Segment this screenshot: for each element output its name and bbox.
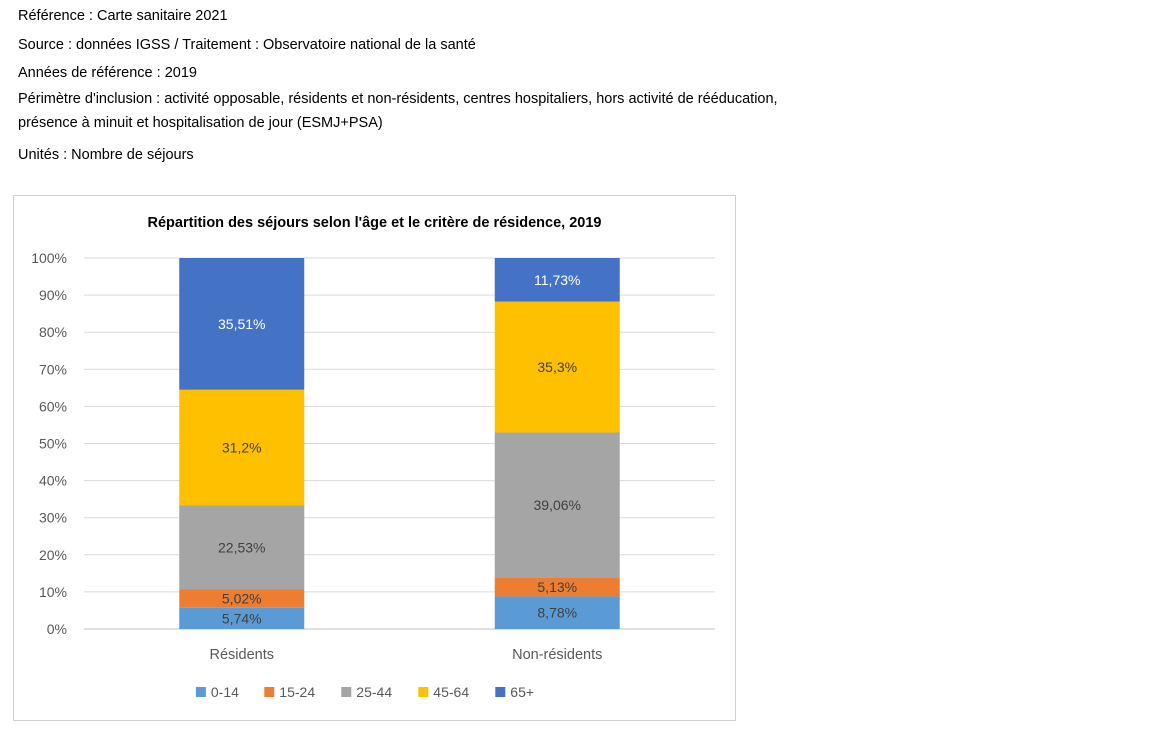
bar-segment — [179, 258, 305, 390]
y-tick-label: 30% — [39, 510, 67, 526]
x-category-label: Résidents — [210, 647, 274, 663]
bar-segment — [494, 577, 620, 597]
data-label: 11,73% — [534, 272, 580, 288]
bar-segment — [179, 505, 305, 590]
source-text: Source : données IGSS / Traitement : Obs… — [18, 37, 476, 53]
bar-segment — [494, 258, 620, 302]
legend-swatch — [418, 687, 429, 697]
data-label: 35,3% — [537, 359, 577, 375]
bar-segment — [494, 432, 620, 578]
y-tick-label: 100% — [31, 250, 67, 266]
legend-label: 15-24 — [279, 684, 315, 700]
data-label: 5,02% — [222, 590, 262, 606]
legend-swatch — [195, 687, 206, 697]
y-tick-label: 50% — [39, 436, 67, 452]
legend-label: 65+ — [510, 684, 534, 700]
reference-years-text: Années de référence : 2019 — [18, 65, 197, 81]
data-label: 8,78% — [537, 605, 577, 621]
y-tick-label: 90% — [39, 287, 67, 303]
scope-text-line-1: Périmètre d'inclusion : activité opposab… — [18, 91, 778, 107]
legend-label: 0-14 — [211, 684, 239, 700]
bar-segment — [494, 301, 620, 433]
y-tick-label: 40% — [39, 473, 67, 489]
x-category-label: Non-résidents — [512, 647, 602, 663]
legend-swatch — [341, 687, 352, 697]
reference-text: Référence : Carte sanitaire 2021 — [18, 8, 228, 24]
units-text: Unités : Nombre de séjours — [18, 147, 194, 163]
chart-area: Répartition des séjours selon l'âge et l… — [13, 195, 736, 721]
y-tick-label: 80% — [39, 324, 67, 340]
legend-label: 25-44 — [356, 684, 392, 700]
data-label: 31,2% — [222, 440, 262, 456]
data-label: 39,06% — [534, 497, 581, 513]
data-label: 5,13% — [537, 579, 577, 595]
y-tick-label: 70% — [39, 361, 67, 377]
legend-swatch — [495, 687, 506, 697]
y-tick-label: 0% — [47, 621, 67, 637]
y-tick-label: 60% — [39, 398, 67, 414]
data-label: 35,51% — [218, 316, 265, 332]
bar-segment — [179, 607, 305, 629]
legend-label: 45-64 — [433, 684, 469, 700]
chart-title: Répartition des séjours selon l'âge et l… — [147, 215, 602, 231]
data-label: 5,74% — [222, 610, 262, 626]
bar-segment — [494, 596, 620, 629]
legend-swatch — [264, 687, 275, 697]
bar-segment — [179, 389, 305, 506]
y-tick-label: 10% — [39, 584, 67, 600]
bar-segment — [179, 589, 305, 608]
stacked-bar-chart: 0% 10% 20% 30% 40% 50% 60% 70% 80% 90% 100% 5,74% 5,… — [31, 250, 715, 700]
scope-text-line-2: présence à minuit et hospitalisation de … — [18, 115, 383, 131]
data-label: 22,53% — [218, 539, 265, 555]
y-tick-label: 20% — [39, 547, 67, 563]
